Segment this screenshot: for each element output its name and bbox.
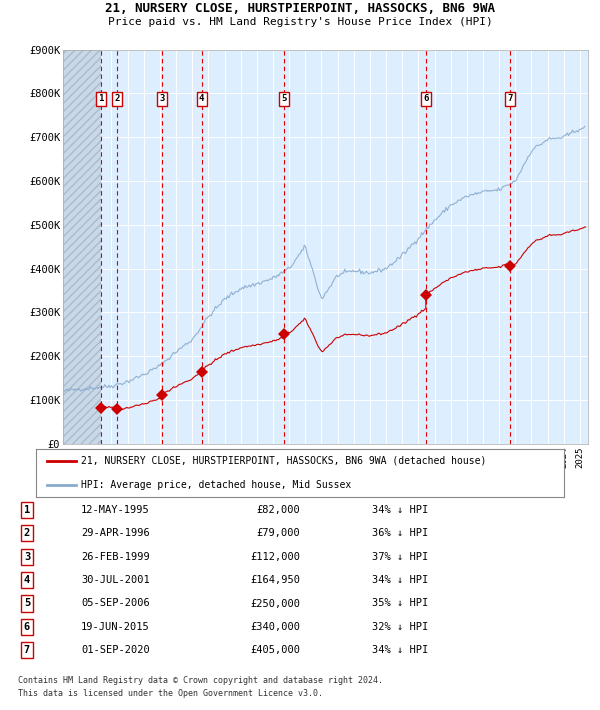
Text: £340,000: £340,000 <box>250 622 300 632</box>
Text: 3: 3 <box>160 94 165 104</box>
Text: 37% ↓ HPI: 37% ↓ HPI <box>372 552 428 562</box>
Text: 4: 4 <box>24 575 30 585</box>
Text: HPI: Average price, detached house, Mid Sussex: HPI: Average price, detached house, Mid … <box>81 480 351 490</box>
Text: 2: 2 <box>114 94 119 104</box>
Text: 29-APR-1996: 29-APR-1996 <box>81 528 150 538</box>
Text: 12-MAY-1995: 12-MAY-1995 <box>81 505 150 515</box>
Text: 1: 1 <box>98 94 104 104</box>
Text: 26-FEB-1999: 26-FEB-1999 <box>81 552 150 562</box>
Text: 35% ↓ HPI: 35% ↓ HPI <box>372 599 428 608</box>
Text: 21, NURSERY CLOSE, HURSTPIERPOINT, HASSOCKS, BN6 9WA (detached house): 21, NURSERY CLOSE, HURSTPIERPOINT, HASSO… <box>81 456 486 466</box>
Text: This data is licensed under the Open Government Licence v3.0.: This data is licensed under the Open Gov… <box>18 689 323 698</box>
Text: Contains HM Land Registry data © Crown copyright and database right 2024.: Contains HM Land Registry data © Crown c… <box>18 676 383 685</box>
Text: 4: 4 <box>199 94 204 104</box>
Text: 21, NURSERY CLOSE, HURSTPIERPOINT, HASSOCKS, BN6 9WA: 21, NURSERY CLOSE, HURSTPIERPOINT, HASSO… <box>105 2 495 16</box>
Text: 32% ↓ HPI: 32% ↓ HPI <box>372 622 428 632</box>
Text: 1: 1 <box>24 505 30 515</box>
Text: £79,000: £79,000 <box>256 528 300 538</box>
Text: Price paid vs. HM Land Registry's House Price Index (HPI): Price paid vs. HM Land Registry's House … <box>107 17 493 27</box>
Text: £250,000: £250,000 <box>250 599 300 608</box>
Text: 34% ↓ HPI: 34% ↓ HPI <box>372 645 428 655</box>
Text: 34% ↓ HPI: 34% ↓ HPI <box>372 505 428 515</box>
Text: 6: 6 <box>24 622 30 632</box>
Text: 30-JUL-2001: 30-JUL-2001 <box>81 575 150 585</box>
Text: 3: 3 <box>24 552 30 562</box>
Text: 34% ↓ HPI: 34% ↓ HPI <box>372 575 428 585</box>
Text: 05-SEP-2006: 05-SEP-2006 <box>81 599 150 608</box>
Bar <box>63 50 101 444</box>
Text: 19-JUN-2015: 19-JUN-2015 <box>81 622 150 632</box>
Text: 2: 2 <box>24 528 30 538</box>
Text: 6: 6 <box>423 94 428 104</box>
Text: 5: 5 <box>24 599 30 608</box>
Text: £112,000: £112,000 <box>250 552 300 562</box>
Text: £405,000: £405,000 <box>250 645 300 655</box>
Text: 01-SEP-2020: 01-SEP-2020 <box>81 645 150 655</box>
Text: £164,950: £164,950 <box>250 575 300 585</box>
Text: 36% ↓ HPI: 36% ↓ HPI <box>372 528 428 538</box>
Text: £82,000: £82,000 <box>256 505 300 515</box>
Text: 7: 7 <box>24 645 30 655</box>
Text: 7: 7 <box>507 94 512 104</box>
Text: 5: 5 <box>281 94 287 104</box>
